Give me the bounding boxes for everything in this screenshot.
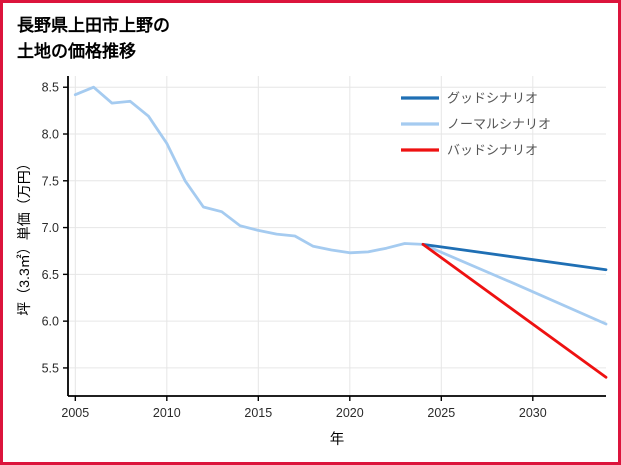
legend-label-2: バッドシナリオ	[447, 143, 538, 158]
page-title-line2: 土地の価格推移	[17, 41, 136, 61]
y-tick-label: 7.5	[42, 174, 59, 188]
y-tick-label: 8.5	[42, 81, 59, 95]
land-price-line-chart: 2005 2010 2015 2020 2025 2030 5.5 6.0 6.5 7.0 7.5 8…	[16, 76, 608, 448]
x-tick-label: 2020	[336, 406, 364, 420]
x-tick-label: 2005	[61, 406, 89, 420]
x-tick-label: 2010	[153, 406, 181, 420]
series-line-1	[73, 85, 608, 326]
y-tick-label: 7.0	[42, 221, 59, 235]
chart-page: 長野県上田市上野の 土地の価格推移 2005 2010 2015 2020 2025 20…	[3, 3, 618, 463]
x-tick-label: 2025	[427, 406, 455, 420]
y-tick-label: 6.5	[42, 268, 59, 282]
series-line-2	[421, 242, 608, 379]
legend-label-0: グッドシナリオ	[447, 91, 538, 106]
x-tick-label: 2015	[244, 406, 272, 420]
x-axis-label: 年	[330, 431, 345, 448]
page-title: 長野県上田市上野の 土地の価格推移	[17, 13, 618, 64]
x-tick-label: 2030	[519, 406, 547, 420]
y-tick-label: 5.5	[42, 361, 59, 375]
y-tick-label: 8.0	[42, 128, 59, 142]
series-line-0	[421, 242, 608, 272]
page-title-line1: 長野県上田市上野の	[17, 16, 170, 35]
legend-label-1: ノーマルシナリオ	[447, 117, 551, 132]
y-axis-label: 坪（3.3㎡）単価（万円）	[16, 156, 32, 315]
y-tick-label: 6.0	[42, 315, 59, 329]
